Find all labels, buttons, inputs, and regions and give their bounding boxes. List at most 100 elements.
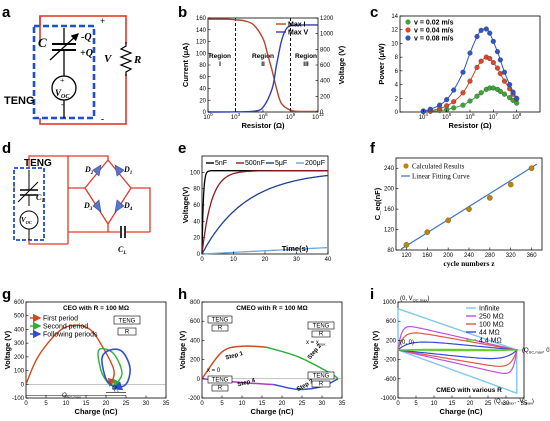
y-tick-label: 20 bbox=[199, 98, 206, 104]
x-tick-label: 104 bbox=[419, 112, 429, 121]
legend-label: v = 0.08 m/s bbox=[414, 36, 454, 43]
data-point bbox=[460, 102, 466, 108]
series-line-max-v bbox=[207, 24, 319, 113]
data-point bbox=[501, 69, 508, 75]
legend-label: First period bbox=[43, 316, 78, 323]
x-tick-label: 320 bbox=[506, 253, 517, 259]
load-capacitor bbox=[120, 226, 126, 238]
second-period-curve bbox=[97, 347, 123, 389]
d4-label: D4 bbox=[123, 201, 133, 212]
y-tick-label: 12 bbox=[391, 28, 398, 34]
panel-label-b: b bbox=[178, 4, 187, 21]
teng-label-d: TENG bbox=[24, 158, 52, 169]
step1-curve bbox=[201, 345, 267, 380]
legend-marker bbox=[403, 163, 409, 169]
y-tick-label: 200 bbox=[384, 187, 395, 193]
panel-f: f Calculated Results Linear Fitting Curve… bbox=[370, 140, 543, 268]
legend-label: 100 MΩ bbox=[479, 322, 504, 329]
data-point bbox=[460, 69, 466, 75]
panel-label-a: a bbox=[2, 4, 11, 21]
region-label: Region bbox=[295, 53, 317, 60]
step1-label: Step 1 bbox=[225, 351, 245, 362]
data-point bbox=[445, 217, 451, 224]
capacitor-label: C bbox=[38, 35, 47, 50]
y-tick-label: 500 bbox=[14, 314, 25, 320]
data-point bbox=[437, 102, 443, 108]
x-axis-label: Charge (nC) bbox=[251, 407, 294, 416]
data-point bbox=[403, 242, 410, 248]
x-tick-label: 30 bbox=[503, 401, 510, 407]
cl-label: CL bbox=[118, 245, 126, 256]
y-axis-label: Voltage (V) bbox=[3, 330, 12, 369]
teng-inset-box-1 bbox=[207, 315, 233, 324]
data-point bbox=[494, 65, 500, 71]
qc-label: QC bbox=[112, 386, 120, 393]
y-tick-label: 14 bbox=[391, 14, 398, 20]
x-tick-label: 30 bbox=[319, 401, 326, 407]
y-tick-label: 0 bbox=[197, 252, 201, 258]
x-tick-label: 0 bbox=[200, 257, 204, 263]
data-point bbox=[451, 87, 457, 93]
y-tick-label: 40 bbox=[193, 219, 200, 225]
x-axis-label: Charge (nC) bbox=[75, 407, 118, 416]
r-inset-box-3 bbox=[211, 384, 229, 392]
step2-curve bbox=[265, 346, 339, 380]
x-tick-label: 10 bbox=[239, 401, 246, 407]
first-period-curve bbox=[25, 324, 116, 388]
chart-title: CMEO with various R bbox=[436, 387, 502, 394]
d3-label: D3 bbox=[83, 201, 93, 212]
y-tick-label: 10 bbox=[391, 41, 398, 47]
x-tick-label: 20 bbox=[103, 401, 110, 407]
y-tick-label: 2 bbox=[395, 96, 399, 102]
x-tick-label: 200 bbox=[443, 253, 454, 259]
x-tick-label: 108 bbox=[512, 112, 522, 121]
x-tick-label: 360 bbox=[527, 253, 538, 259]
legend-label: 500nF bbox=[245, 160, 265, 167]
x-tick-label: 1012 bbox=[312, 112, 324, 121]
annotation-origin: (0, 0) bbox=[400, 340, 414, 346]
x-tick-label: 25 bbox=[123, 401, 130, 407]
data-point bbox=[478, 27, 484, 33]
voc-label-d: VOC bbox=[21, 216, 33, 225]
panel-label-h: h bbox=[178, 286, 187, 303]
region-number: III bbox=[303, 61, 309, 68]
x-tick-label: 35 bbox=[163, 401, 170, 407]
data-point bbox=[501, 78, 508, 84]
panel-e: e 5nF 500nF 5μF 200μF 0 10 20 30 40 0 20 40 60 80 100 T… bbox=[178, 140, 332, 263]
y-tick-label: 0 bbox=[21, 382, 25, 388]
q-minus-label: -Q bbox=[81, 32, 92, 43]
chart-title: CEO with R = 100 MΩ bbox=[63, 305, 129, 312]
y2-axis-label: Voltage (V) bbox=[337, 45, 346, 84]
r-inset-box-1 bbox=[211, 324, 229, 332]
data-point bbox=[444, 97, 450, 103]
panel-a: a C -Q +Q + VOC - R V + - TENG bbox=[2, 4, 141, 125]
data-point bbox=[460, 90, 466, 96]
y-axis-label: C_eq(nF) bbox=[373, 187, 382, 220]
data-point bbox=[467, 78, 473, 84]
y-tick-label: 240 bbox=[384, 166, 395, 172]
series-line bbox=[201, 170, 328, 255]
y-axis-label: Voltage(V) bbox=[181, 186, 190, 223]
teng-inset-label: TENG bbox=[212, 378, 229, 384]
capacitor-symbol bbox=[49, 28, 79, 70]
x-tick-label: 0 bbox=[24, 401, 28, 407]
y-tick-label: 100 bbox=[196, 51, 207, 57]
x-tick-label: 5 bbox=[414, 401, 418, 407]
y-tick-label: 600 bbox=[386, 319, 397, 325]
x-tick-label: 160 bbox=[422, 253, 433, 259]
wiring-d bbox=[13, 155, 151, 245]
teng-inset-label: TENG bbox=[313, 374, 330, 380]
r-inset-box-2 bbox=[311, 330, 331, 338]
y2-tick-label: 600 bbox=[320, 63, 331, 69]
x-tick-label: 280 bbox=[485, 253, 496, 259]
data-point bbox=[487, 55, 493, 62]
data-point bbox=[490, 60, 496, 66]
y-tick-label: 40 bbox=[199, 87, 206, 93]
x-tick-label: 35 bbox=[339, 401, 346, 407]
x-tick-label: 5 bbox=[220, 401, 224, 407]
x-tick-label: 5 bbox=[44, 401, 48, 407]
y-tick-label: 1000 bbox=[383, 300, 397, 306]
